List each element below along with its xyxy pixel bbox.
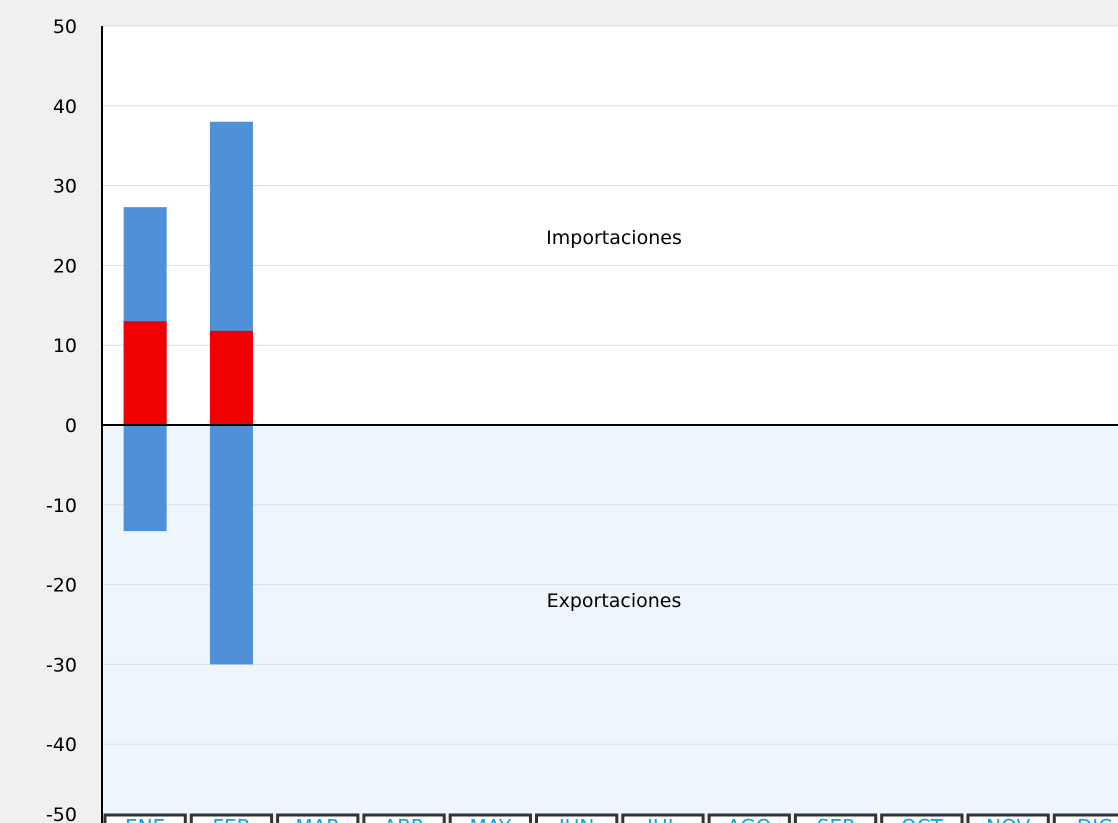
x-tick-label: NOV [986, 815, 1030, 823]
x-tick-label: AGO [727, 815, 772, 823]
month-tab [966, 813, 1050, 823]
y-tick-label: -50 [46, 804, 77, 823]
y-tick-label: -10 [46, 495, 77, 517]
y-tick-label: 0 [65, 415, 77, 437]
x-tick-label: JUN [557, 815, 595, 823]
y-tick-label: -30 [46, 654, 77, 676]
y-tick-label: 20 [53, 255, 77, 277]
positive-area [102, 26, 1118, 426]
month-tab [189, 813, 274, 823]
y-tick-label: -40 [46, 734, 77, 756]
month-tab [448, 813, 533, 823]
month-tab [793, 813, 878, 823]
month-tab [535, 813, 619, 823]
annotation: Importaciones [546, 227, 682, 249]
bar [209, 425, 253, 665]
y-tick-label: 30 [53, 176, 77, 198]
x-tick-label: MAR [295, 815, 340, 823]
month-tab [880, 813, 964, 823]
bar [209, 330, 253, 425]
month-tab [1052, 813, 1118, 823]
month-tab [276, 813, 360, 823]
y-tick-label: 40 [53, 96, 77, 118]
y-tick-label: 50 [53, 16, 77, 38]
bar [123, 425, 167, 532]
month-tab [362, 813, 446, 823]
y-tick-label: -20 [46, 575, 77, 597]
x-tick-label: MAY [470, 815, 512, 823]
x-tick-label: OCT [901, 815, 944, 823]
x-tick-label: JUL [645, 815, 680, 823]
x-tick-label: DIC [1077, 815, 1112, 823]
negative-area [102, 426, 1118, 823]
month-tab [621, 813, 705, 823]
x-tick-label: ENE [125, 815, 165, 823]
x-tick-label: FEB [213, 815, 251, 823]
x-tick-label: SEP [817, 815, 854, 823]
y-tick-label: 10 [53, 335, 77, 357]
month-tab [103, 813, 187, 823]
month-tab [707, 813, 791, 823]
x-tick-label: ABR [383, 815, 424, 823]
annotation: Exportaciones [547, 590, 682, 612]
bar [123, 321, 167, 425]
